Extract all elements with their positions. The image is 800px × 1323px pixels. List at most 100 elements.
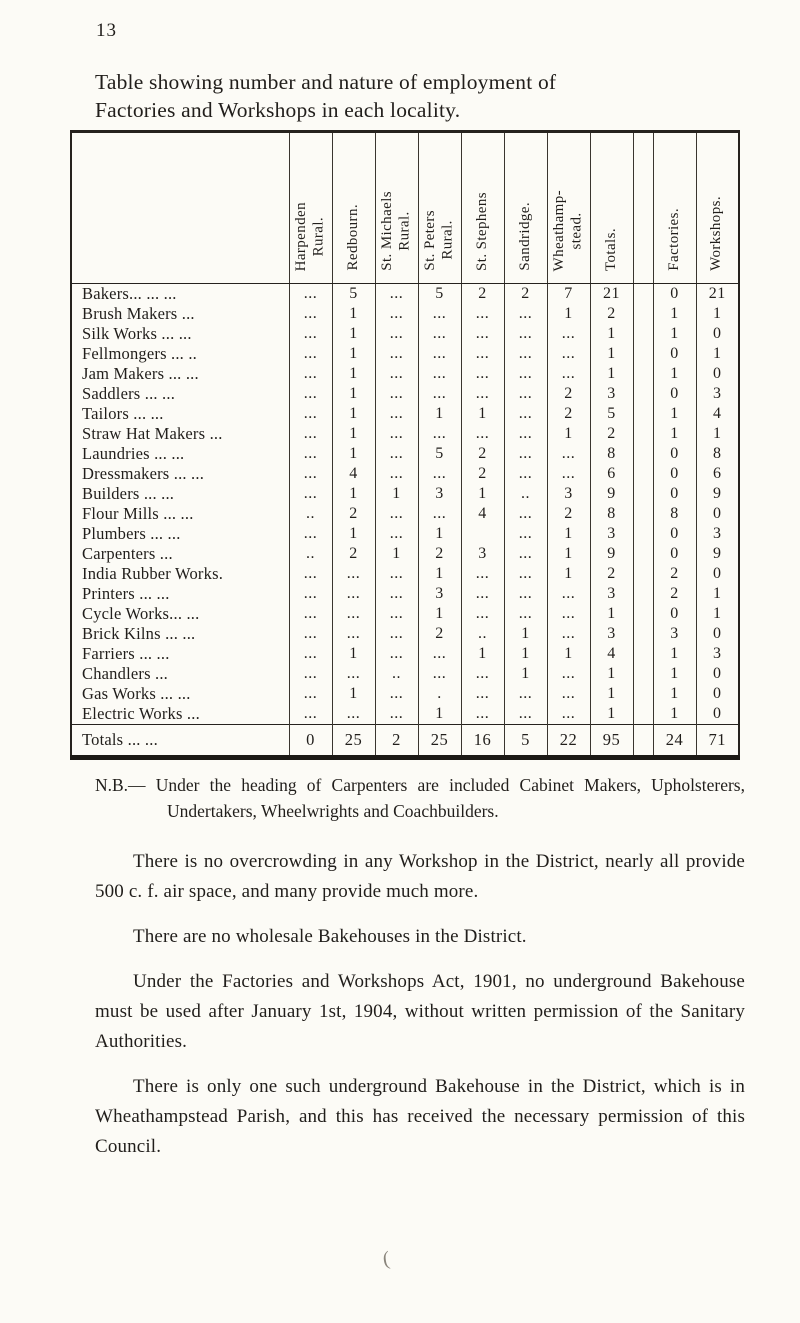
column-header: Sandridge. bbox=[503, 131, 547, 284]
table-row: Dressmakers ... ...... 4...... 2...... 6 0 6 bbox=[70, 464, 739, 484]
table-cell: 0 bbox=[695, 624, 739, 644]
table-cell: 1 bbox=[695, 424, 739, 444]
table-cell: 9 bbox=[589, 484, 633, 504]
employment-table-wrap: Harpenden Rural. Redbourn. St. Michaels Ru… bbox=[70, 130, 740, 760]
table-cell: ... bbox=[288, 704, 332, 725]
table-cell: 8 bbox=[589, 504, 633, 524]
column-header-label: Sandridge. bbox=[516, 202, 533, 271]
column-spacer bbox=[632, 624, 653, 644]
row-label: Chandlers ... bbox=[70, 664, 289, 684]
table-body: Bakers... ... ...... 5... 5 2 2 7 21 0 21 Brush M… bbox=[70, 283, 739, 725]
table-row: Bakers... ... ...... 5... 5 2 2 7 21 0 21 bbox=[70, 283, 739, 304]
title-line-2: Factories and Workshops in each locality… bbox=[95, 98, 461, 123]
column-spacer bbox=[632, 584, 653, 604]
column-spacer bbox=[632, 544, 653, 564]
table-cell: ... bbox=[503, 544, 547, 564]
table-cell: ... bbox=[288, 324, 332, 344]
table-row: Brick Kilns ... ............ 2.. 1... 3 3 0 bbox=[70, 624, 739, 644]
column-spacer bbox=[632, 504, 653, 524]
totals-cell: 25 bbox=[417, 724, 461, 758]
row-label: Laundries ... ... bbox=[70, 444, 289, 464]
table-cell: 1 bbox=[331, 344, 375, 364]
table-cell: 1 bbox=[503, 624, 547, 644]
table-cell: 0 bbox=[652, 484, 696, 504]
table-cell: 1 bbox=[589, 364, 633, 384]
body-text: N.B.— Under the heading of Carpenters ar… bbox=[95, 772, 745, 1177]
table-cell: 9 bbox=[589, 544, 633, 564]
table-cell: ... bbox=[417, 324, 461, 344]
page-title: Table showing number and nature of emplo… bbox=[95, 68, 750, 125]
table-cell: ... bbox=[331, 604, 375, 624]
table-cell: ... bbox=[503, 604, 547, 624]
table-cell: 2 bbox=[589, 304, 633, 324]
row-label: Fellmongers ... .. bbox=[70, 344, 289, 364]
table-cell: 3 bbox=[460, 544, 504, 564]
row-label: Brush Makers ... bbox=[70, 304, 289, 324]
table-cell: ... bbox=[546, 324, 590, 344]
table-cell: ... bbox=[503, 504, 547, 524]
table-cell: 8 bbox=[589, 444, 633, 464]
column-header: Totals. bbox=[589, 131, 633, 284]
table-cell: 2 bbox=[546, 504, 590, 524]
table-cell: 1 bbox=[589, 664, 633, 684]
row-label: Straw Hat Makers ... bbox=[70, 424, 289, 444]
table-cell: ... bbox=[417, 464, 461, 484]
table-cell: ... bbox=[546, 704, 590, 725]
table-cell: 1 bbox=[589, 324, 633, 344]
table-cell: 9 bbox=[695, 484, 739, 504]
table-cell: ... bbox=[288, 624, 332, 644]
table-row: Carpenters ..... 2 1 2 3... 1 9 0 9 bbox=[70, 544, 739, 564]
column-spacer bbox=[632, 684, 653, 704]
table-cell: 1 bbox=[652, 704, 696, 725]
table-cell: ... bbox=[503, 304, 547, 324]
table-cell: ... bbox=[546, 684, 590, 704]
page-number: 13 bbox=[96, 20, 117, 41]
table-cell: ... bbox=[374, 364, 418, 384]
column-spacer bbox=[632, 524, 653, 544]
table-cell: 0 bbox=[695, 324, 739, 344]
table-cell: ... bbox=[417, 384, 461, 404]
column-spacer bbox=[632, 704, 653, 725]
table-cell: ... bbox=[503, 464, 547, 484]
table-cell: 1 bbox=[546, 524, 590, 544]
table-cell: 1 bbox=[460, 644, 504, 664]
row-label: Silk Works ... ... bbox=[70, 324, 289, 344]
table-cell: 2 bbox=[546, 384, 590, 404]
table-cell: 2 bbox=[460, 283, 504, 304]
table-cell: ... bbox=[503, 324, 547, 344]
row-label: Printers ... ... bbox=[70, 584, 289, 604]
table-cell: 1 bbox=[417, 604, 461, 624]
column-spacer bbox=[632, 444, 653, 464]
table-cell: 2 bbox=[331, 504, 375, 524]
row-label: Dressmakers ... ... bbox=[70, 464, 289, 484]
paragraph-bakehouses: There are no wholesale Bakehouses in the… bbox=[133, 925, 527, 947]
employment-table: Harpenden Rural. Redbourn. St. Michaels Ru… bbox=[70, 130, 740, 760]
table-row: Chandlers ................. 1... 1 1 0 bbox=[70, 664, 739, 684]
table-cell: 1 bbox=[695, 604, 739, 624]
column-header-label: St. Stephens bbox=[473, 192, 490, 271]
paragraph-factories-act: Under the Factories and Workshops Act, 1… bbox=[95, 970, 745, 1052]
table-cell: 1 bbox=[589, 704, 633, 725]
table-cell: 1 bbox=[460, 484, 504, 504]
table-cell: ... bbox=[417, 344, 461, 364]
table-cell: 6 bbox=[695, 464, 739, 484]
column-header: St. Michaels Rural. bbox=[374, 131, 418, 284]
table-cell: 2 bbox=[331, 544, 375, 564]
column-spacer bbox=[632, 464, 653, 484]
column-header-label: Redbourn. bbox=[344, 204, 361, 271]
table-cell: ... bbox=[288, 304, 332, 324]
row-label: Brick Kilns ... ... bbox=[70, 624, 289, 644]
table-cell: ... bbox=[460, 704, 504, 725]
table-cell: ... bbox=[503, 364, 547, 384]
table-cell: 5 bbox=[417, 444, 461, 464]
table-cell: 0 bbox=[652, 444, 696, 464]
table-cell: 1 bbox=[546, 644, 590, 664]
table-cell: ... bbox=[288, 564, 332, 584]
table-cell: 1 bbox=[331, 404, 375, 424]
table-cell: 2 bbox=[417, 624, 461, 644]
table-cell: 7 bbox=[546, 283, 590, 304]
table-row: Straw Hat Makers ...... 1............ 1 2 1 1 bbox=[70, 424, 739, 444]
table-cell: 1 bbox=[417, 404, 461, 424]
table-cell: ... bbox=[288, 283, 332, 304]
table-cell: 1 bbox=[417, 564, 461, 584]
